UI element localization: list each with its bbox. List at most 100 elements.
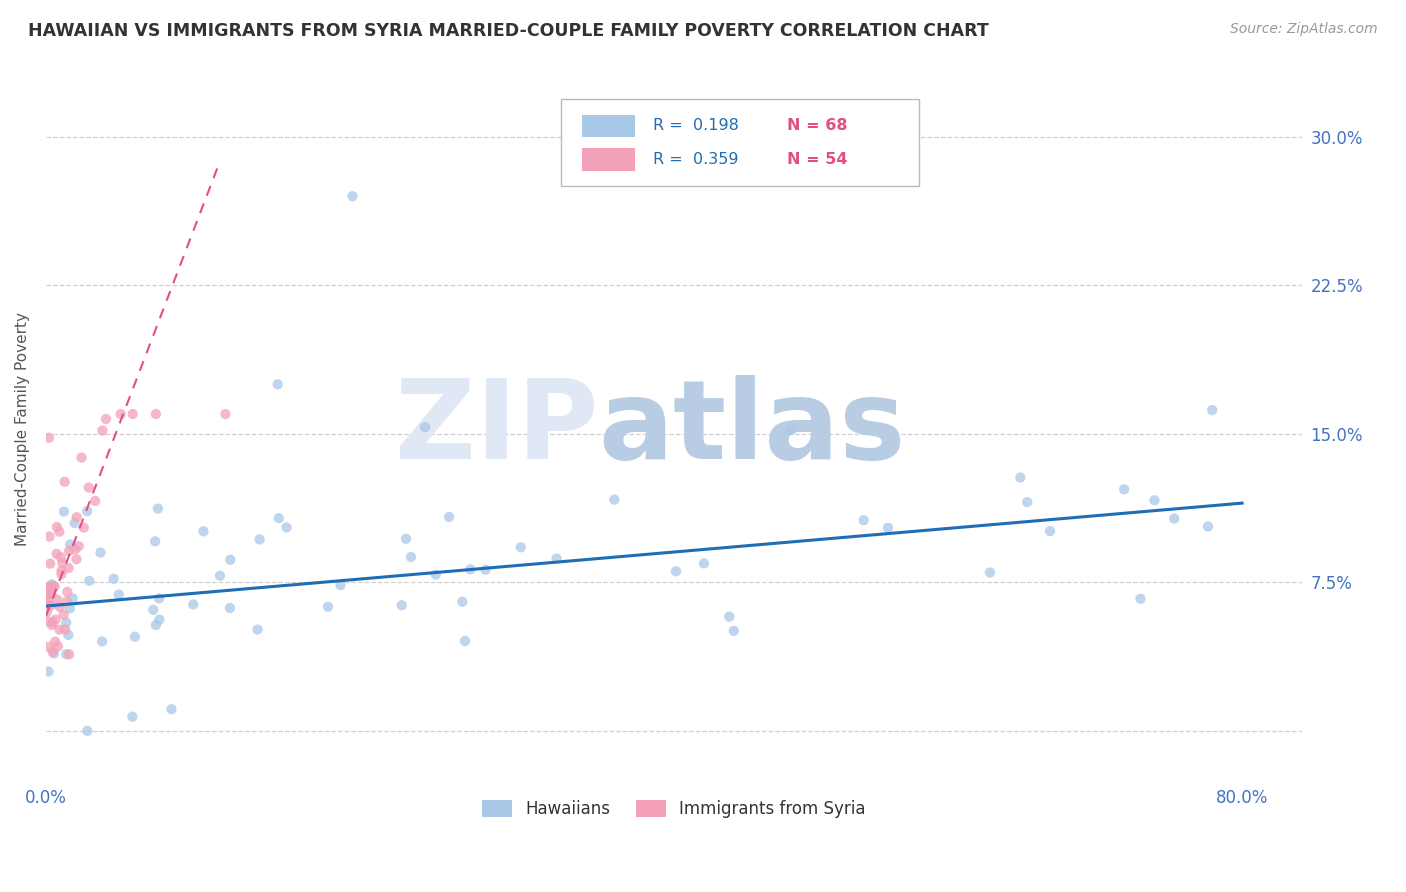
Point [219,601,242,615]
Point [51,567,73,582]
Point [91,424,114,438]
Point [1010,470,1032,484]
Point [267,511,290,525]
Point [41,615,63,629]
Point [90,545,112,559]
Point [59,601,82,615]
Point [249,533,271,547]
Point [53,475,76,489]
Point [1197,519,1219,533]
Point [49,550,72,565]
Point [693,557,716,571]
Point [108,588,131,602]
Point [37,640,59,654]
Point [1201,403,1223,417]
Text: atlas: atlas [599,376,905,483]
Point [329,578,352,592]
Point [55,594,77,608]
Text: R =  0.198: R = 0.198 [652,119,738,134]
Point [181,598,204,612]
Point [160,702,183,716]
FancyBboxPatch shape [582,148,636,171]
Point [1129,591,1152,606]
Point [145,618,167,632]
Point [52,607,75,622]
Point [395,532,418,546]
Text: Source: ZipAtlas.com: Source: ZipAtlas.com [1230,22,1378,37]
Point [42,579,65,593]
FancyBboxPatch shape [561,98,920,186]
Point [718,609,741,624]
Point [142,603,165,617]
Point [474,563,496,577]
Point [399,550,422,565]
Point [148,613,170,627]
Point [58,561,80,575]
Point [45,547,67,561]
Point [219,552,242,566]
Point [121,709,143,723]
Point [214,407,236,421]
Point [44,580,66,594]
Point [37,585,59,599]
Point [44,634,66,648]
Point [58,648,80,662]
Point [1017,495,1039,509]
Point [49,600,72,615]
Point [48,623,70,637]
Point [38,530,60,544]
Point [53,623,76,637]
Point [38,588,60,602]
Point [425,567,447,582]
Point [665,564,688,578]
Point [42,579,65,593]
Text: HAWAIIAN VS IMMIGRANTS FROM SYRIA MARRIED-COUPLE FAMILY POVERTY CORRELATION CHAR: HAWAIIAN VS IMMIGRANTS FROM SYRIA MARRIE… [28,22,988,40]
Point [38,431,60,445]
Point [66,510,89,524]
Point [39,557,62,571]
Point [267,377,290,392]
Point [316,599,339,614]
Point [51,564,73,578]
Point [41,645,63,659]
Point [73,520,96,534]
Point [979,566,1001,580]
Point [603,492,626,507]
Point [877,521,900,535]
Point [208,569,231,583]
Point [37,594,59,608]
Point [454,634,477,648]
Point [148,591,170,606]
Text: N = 54: N = 54 [787,153,848,167]
Point [37,597,59,611]
Point [42,647,65,661]
Point [45,613,67,627]
Point [45,592,67,607]
Point [91,634,114,648]
Point [48,524,70,539]
Text: N = 68: N = 68 [787,119,848,134]
Point [35,605,58,619]
Point [276,520,298,534]
Point [84,494,107,508]
Point [546,551,568,566]
Point [76,504,98,518]
FancyBboxPatch shape [582,115,636,137]
Y-axis label: Married-Couple Family Poverty: Married-Couple Family Poverty [15,312,30,546]
Point [1039,524,1062,538]
Point [70,450,93,465]
Point [146,501,169,516]
Point [52,505,75,519]
Point [143,534,166,549]
Point [63,542,86,557]
Point [193,524,215,539]
Point [65,552,87,566]
Point [391,599,413,613]
Point [342,189,364,203]
Point [1143,493,1166,508]
Point [780,423,803,437]
Point [1163,511,1185,525]
Point [246,623,269,637]
Point [76,723,98,738]
Point [51,556,73,570]
